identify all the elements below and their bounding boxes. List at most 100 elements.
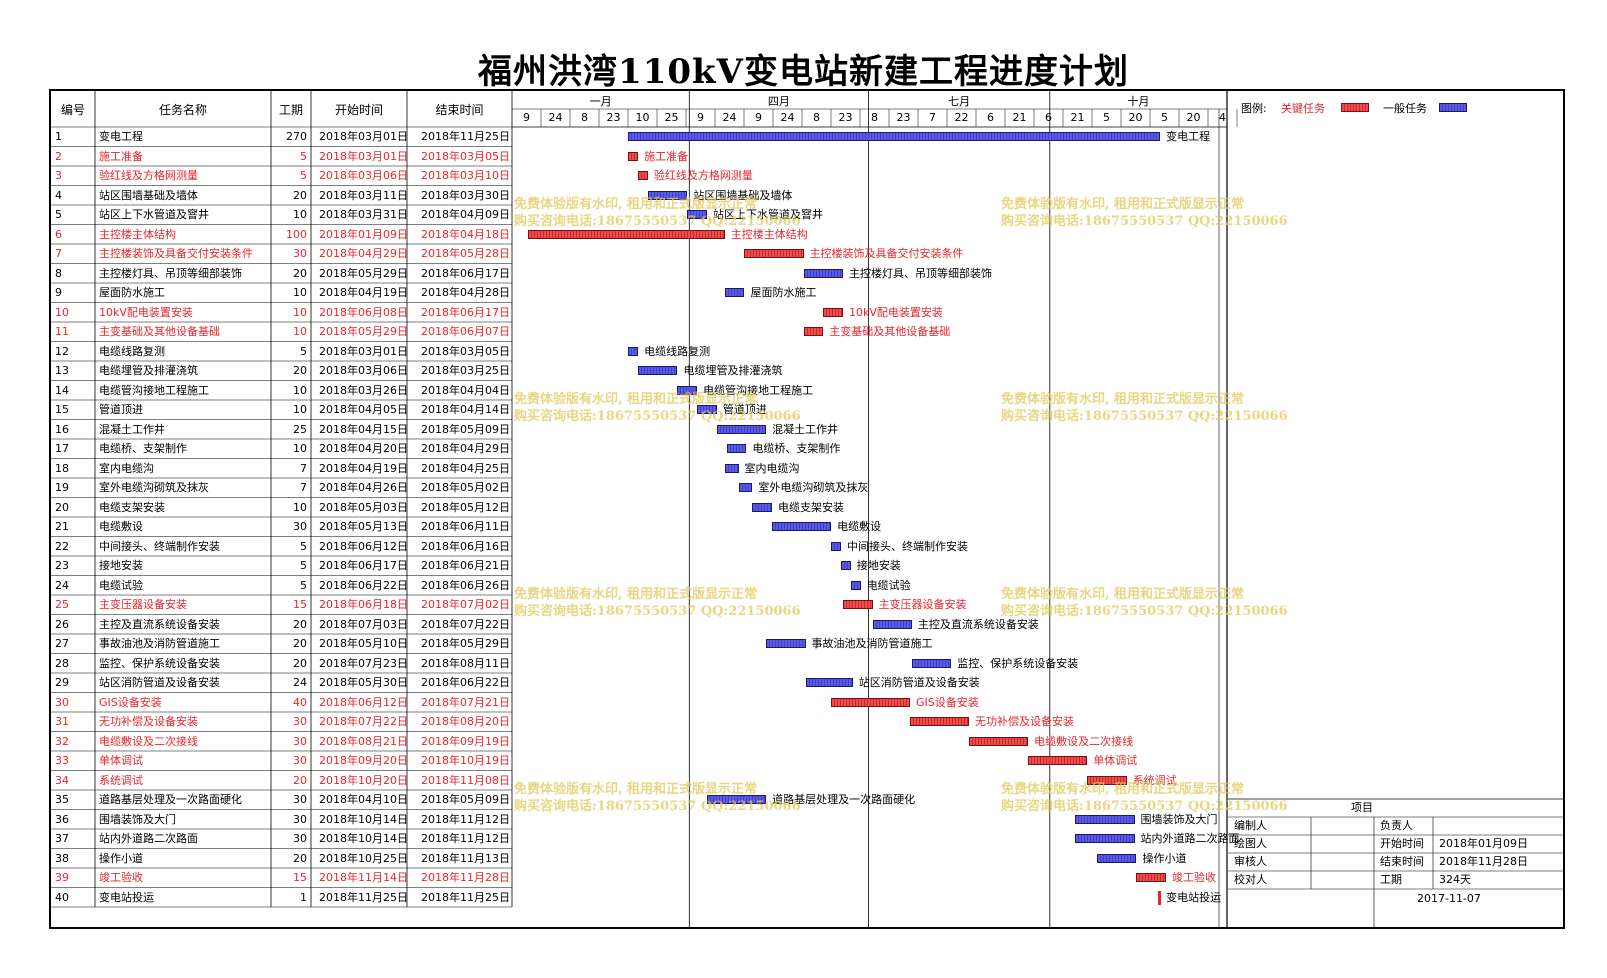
- task-start: 2018年03月01日: [319, 130, 407, 143]
- gantt-bar[interactable]: [638, 366, 678, 375]
- gantt-bar[interactable]: [850, 580, 861, 590]
- task-start: 2018年06月18日: [319, 598, 407, 611]
- task-start: 2018年06月12日: [319, 539, 407, 553]
- gantt-bar[interactable]: [840, 561, 851, 570]
- task-end: 2018年06月17日: [421, 305, 510, 319]
- gantt-bar-label: 接地安装: [856, 559, 901, 572]
- gantt-bar[interactable]: [1136, 873, 1167, 882]
- gantt-bar[interactable]: [766, 639, 806, 648]
- gantt-bar[interactable]: [1097, 853, 1137, 863]
- gantt-bar[interactable]: [1075, 834, 1135, 843]
- task-id: 8: [55, 266, 62, 280]
- task-start: 2018年03月01日: [319, 149, 407, 163]
- gantt-bar[interactable]: [647, 190, 688, 200]
- watermark: 免费体验版有水印, 租用和正式版显示正常 购买咨询电话:18675550537 Q…: [1001, 781, 1288, 815]
- task-start: 2018年06月17日: [319, 559, 407, 572]
- task-end: 2018年08月20日: [421, 715, 510, 728]
- tick-label: 23: [838, 111, 853, 124]
- gantt-bar[interactable]: [911, 658, 952, 668]
- gantt-bar[interactable]: [831, 697, 910, 707]
- tick-label: 25: [664, 111, 679, 124]
- task-end: 2018年06月11日: [421, 520, 510, 533]
- task-duration: 20: [293, 656, 307, 670]
- gantt-bar[interactable]: [803, 327, 824, 336]
- task-name: 事故油池及消防管道施工: [99, 637, 220, 650]
- gantt-bar[interactable]: [724, 463, 739, 473]
- task-id: 25: [55, 598, 69, 611]
- gantt-bar[interactable]: [831, 541, 841, 551]
- gantt-bar[interactable]: [805, 678, 853, 687]
- gantt-bar[interactable]: [1075, 814, 1135, 824]
- gantt-bar-label: 电缆敷设及二次接线: [1034, 734, 1134, 748]
- task-duration: 5: [300, 169, 307, 182]
- task-end: 2018年06月22日: [421, 676, 510, 689]
- gantt-bar[interactable]: [969, 736, 1029, 746]
- task-duration: 270: [286, 130, 307, 143]
- task-end: 2018年05月09日: [421, 793, 510, 806]
- gantt-bar[interactable]: [687, 210, 708, 219]
- task-duration: 5: [300, 149, 307, 163]
- gantt-bar-label: 站区围墙基础及墙体: [693, 188, 793, 202]
- gantt-bar-label: 10kV配电装置安装: [848, 305, 943, 319]
- task-start: 2018年03月31日: [319, 208, 407, 221]
- task-id: 29: [55, 676, 69, 689]
- task-start: 2018年06月22日: [319, 578, 407, 592]
- gantt-bar[interactable]: [909, 717, 970, 726]
- gantt-bar[interactable]: [726, 444, 747, 453]
- watermark-line1: 免费体验版有水印, 租用和正式版显示正常: [514, 782, 758, 797]
- tick-label: 8: [813, 111, 820, 124]
- gantt-bar[interactable]: [752, 502, 773, 512]
- task-duration: 10: [293, 286, 307, 299]
- info-cell: 2018年11月28日: [1439, 855, 1528, 868]
- task-name: 屋面防水施工: [99, 286, 165, 299]
- gantt-bar[interactable]: [738, 483, 753, 492]
- task-duration: 10: [293, 305, 307, 319]
- task-name: 主变基础及其他设备基础: [99, 325, 220, 338]
- watermark-line2: 购买咨询电话:18675550537 QQ:22150066: [1001, 214, 1288, 229]
- task-end: 2018年07月02日: [421, 598, 510, 611]
- gantt-bar[interactable]: [628, 132, 1161, 141]
- task-end: 2018年04月18日: [421, 227, 510, 241]
- task-start: 2018年06月12日: [319, 695, 407, 709]
- gantt-bar-label: 监控、保护系统设备安装: [957, 656, 1079, 670]
- task-name: 主控及直流系统设备安装: [99, 617, 220, 631]
- task-id: 33: [55, 754, 69, 767]
- tick-label: 10: [635, 111, 650, 124]
- task-name: 变电站投运: [99, 890, 154, 904]
- gantt-bar[interactable]: [707, 795, 767, 804]
- gantt-bar-label: 站区消防管道及设备安装: [858, 676, 980, 689]
- watermark-line2: 购买咨询电话:18675550537 QQ:22150066: [514, 604, 801, 619]
- gantt-bar[interactable]: [697, 405, 717, 414]
- gantt-bar[interactable]: [1028, 756, 1088, 765]
- task-start: 2018年03月26日: [319, 383, 407, 397]
- task-id: 35: [55, 793, 69, 806]
- task-duration: 5: [300, 539, 307, 553]
- gantt-bar[interactable]: [744, 249, 804, 258]
- gantt-bar[interactable]: [716, 424, 767, 434]
- gantt-bar[interactable]: [638, 171, 648, 180]
- gantt-bar[interactable]: [1087, 775, 1127, 785]
- gantt-bar[interactable]: [628, 151, 639, 161]
- gantt-bar[interactable]: [527, 229, 725, 239]
- task-end: 2018年03月05日: [421, 344, 510, 358]
- gantt-bar[interactable]: [823, 307, 843, 317]
- task-end: 2018年05月12日: [421, 500, 510, 514]
- gantt-bar[interactable]: [803, 268, 843, 278]
- gantt-bar[interactable]: [872, 619, 912, 629]
- gantt-bar[interactable]: [677, 385, 698, 395]
- task-name: 道路基层处理及一次路面硬化: [99, 793, 242, 806]
- gantt-bar-label: 屋面防水施工: [750, 286, 817, 299]
- gantt-bar[interactable]: [842, 600, 873, 609]
- gantt-bar[interactable]: [724, 288, 745, 297]
- gantt-bar[interactable]: [1158, 890, 1162, 905]
- gantt-bar[interactable]: [628, 346, 639, 356]
- task-start: 2018年05月30日: [319, 676, 407, 689]
- watermark-line2: 购买咨询电话:18675550537 QQ:22150066: [1001, 409, 1288, 424]
- task-duration: 10: [293, 208, 307, 221]
- task-end: 2018年06月17日: [421, 266, 510, 280]
- task-duration: 20: [293, 266, 307, 280]
- info-cell: 编制人: [1234, 819, 1267, 832]
- gantt-bar[interactable]: [772, 522, 832, 531]
- task-end: 2018年07月21日: [421, 695, 510, 709]
- gantt-bar-label: 电缆支架安装: [778, 500, 845, 514]
